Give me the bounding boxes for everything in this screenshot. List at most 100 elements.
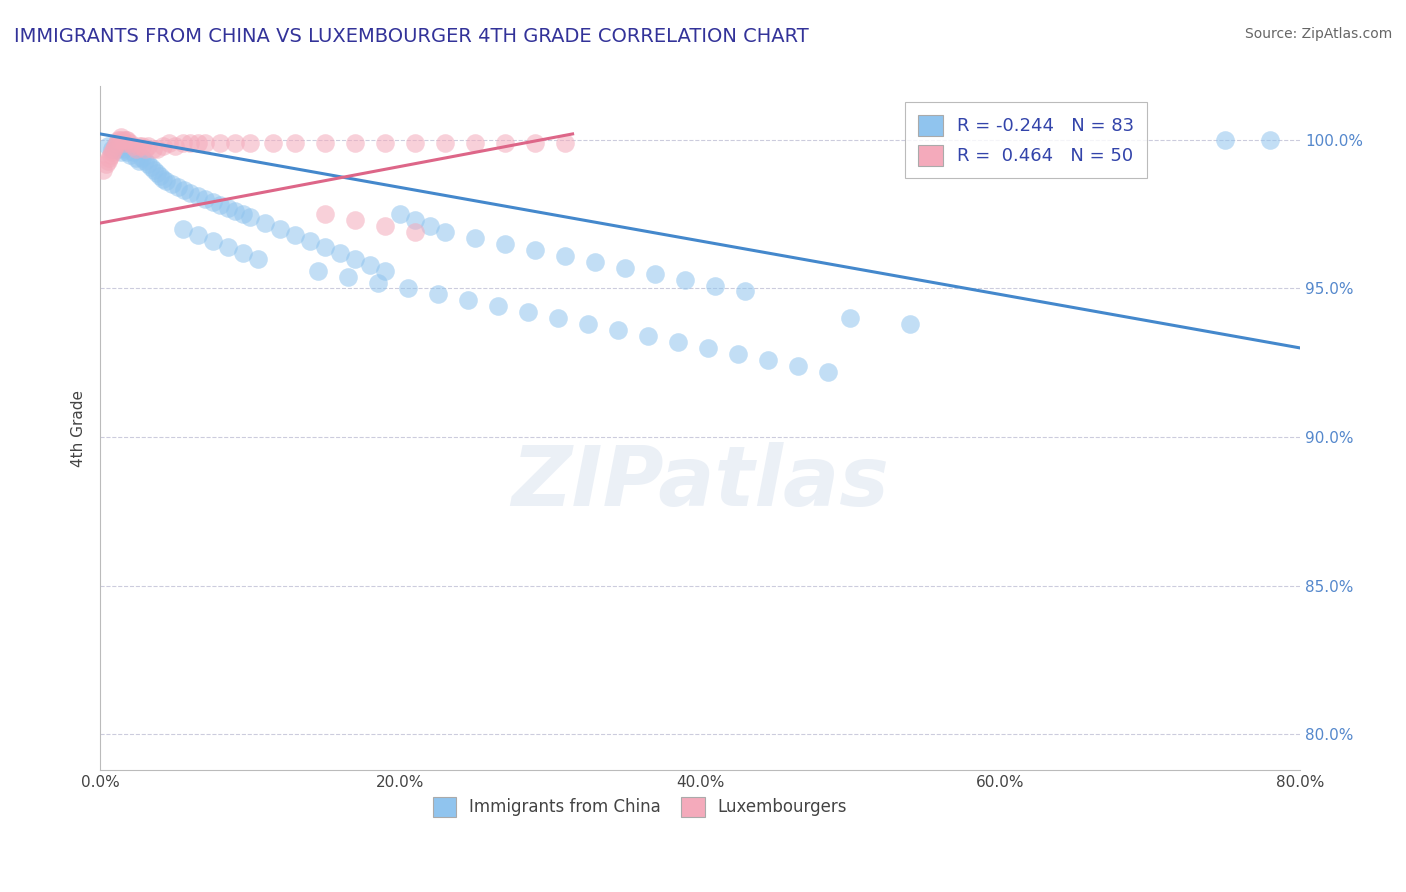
Point (172, 136, 194, 150)
Point (457, 293, 479, 308)
Point (786, 359, 808, 373)
Point (152, 138, 174, 153)
Point (404, 225, 426, 239)
Point (1213, 133, 1236, 147)
Point (187, 136, 209, 150)
Point (367, 276, 389, 290)
Point (104, 138, 127, 153)
Point (139, 160, 162, 174)
Point (232, 207, 254, 221)
Point (101, 145, 124, 159)
Point (110, 145, 132, 159)
Point (122, 138, 145, 153)
Point (254, 216, 277, 230)
Point (606, 323, 628, 337)
Legend: Immigrants from China, Luxembourgers: Immigrants from China, Luxembourgers (426, 790, 853, 823)
Point (107, 133, 129, 147)
Point (179, 186, 201, 201)
Point (817, 365, 839, 379)
Point (131, 151, 153, 165)
Point (524, 243, 547, 257)
Point (359, 258, 381, 272)
Point (120, 136, 142, 150)
Point (91, 162, 114, 177)
Point (209, 198, 232, 212)
Point (486, 299, 509, 313)
Point (165, 138, 187, 153)
Point (344, 213, 367, 227)
Text: IMMIGRANTS FROM CHINA VS LUXEMBOURGER 4TH GRADE CORRELATION CHART: IMMIGRANTS FROM CHINA VS LUXEMBOURGER 4T… (14, 27, 808, 45)
Point (179, 136, 201, 150)
Point (97, 138, 120, 153)
Point (134, 153, 156, 168)
Point (142, 142, 165, 156)
Point (131, 138, 153, 153)
Point (187, 189, 209, 203)
Point (734, 285, 756, 299)
Point (194, 136, 217, 150)
Point (284, 136, 307, 150)
Point (396, 281, 419, 295)
Point (727, 347, 749, 361)
Point (344, 136, 367, 150)
Point (673, 272, 696, 286)
Point (637, 329, 659, 343)
Point (232, 245, 254, 260)
Point (696, 341, 718, 355)
Point (419, 219, 441, 233)
Point (614, 260, 637, 275)
Point (103, 142, 125, 156)
Point (110, 129, 132, 144)
Point (152, 171, 174, 186)
Point (136, 138, 159, 153)
Y-axis label: 4th Grade: 4th Grade (72, 390, 86, 467)
Point (307, 263, 329, 277)
Point (101, 142, 124, 156)
Point (160, 178, 183, 192)
Point (112, 136, 135, 150)
Point (217, 201, 239, 215)
Point (146, 142, 169, 156)
Point (434, 136, 457, 150)
Point (209, 136, 232, 150)
Point (554, 249, 576, 263)
Point (105, 136, 128, 150)
Point (389, 207, 412, 221)
Point (246, 252, 269, 266)
Point (314, 207, 336, 221)
Point (329, 245, 352, 260)
Point (524, 136, 547, 150)
Point (125, 151, 148, 165)
Point (115, 145, 138, 159)
Point (547, 311, 569, 326)
Point (269, 222, 291, 236)
Point (128, 153, 150, 168)
Point (898, 317, 921, 331)
Point (167, 180, 190, 194)
Point (155, 174, 177, 188)
Point (839, 311, 862, 326)
Point (374, 263, 396, 277)
Point (299, 234, 322, 248)
Point (143, 162, 166, 177)
Point (314, 136, 336, 150)
Point (464, 231, 486, 245)
Point (494, 136, 516, 150)
Point (704, 278, 727, 293)
Point (217, 240, 239, 254)
Point (125, 142, 148, 156)
Point (344, 252, 367, 266)
Point (224, 136, 246, 150)
Point (98, 151, 121, 165)
Point (134, 142, 156, 156)
Point (576, 317, 599, 331)
Point (374, 136, 396, 150)
Point (128, 138, 150, 153)
Point (314, 240, 336, 254)
Point (374, 219, 396, 233)
Point (173, 183, 195, 197)
Point (404, 136, 426, 150)
Point (201, 234, 224, 248)
Point (108, 133, 131, 147)
Point (146, 165, 169, 179)
